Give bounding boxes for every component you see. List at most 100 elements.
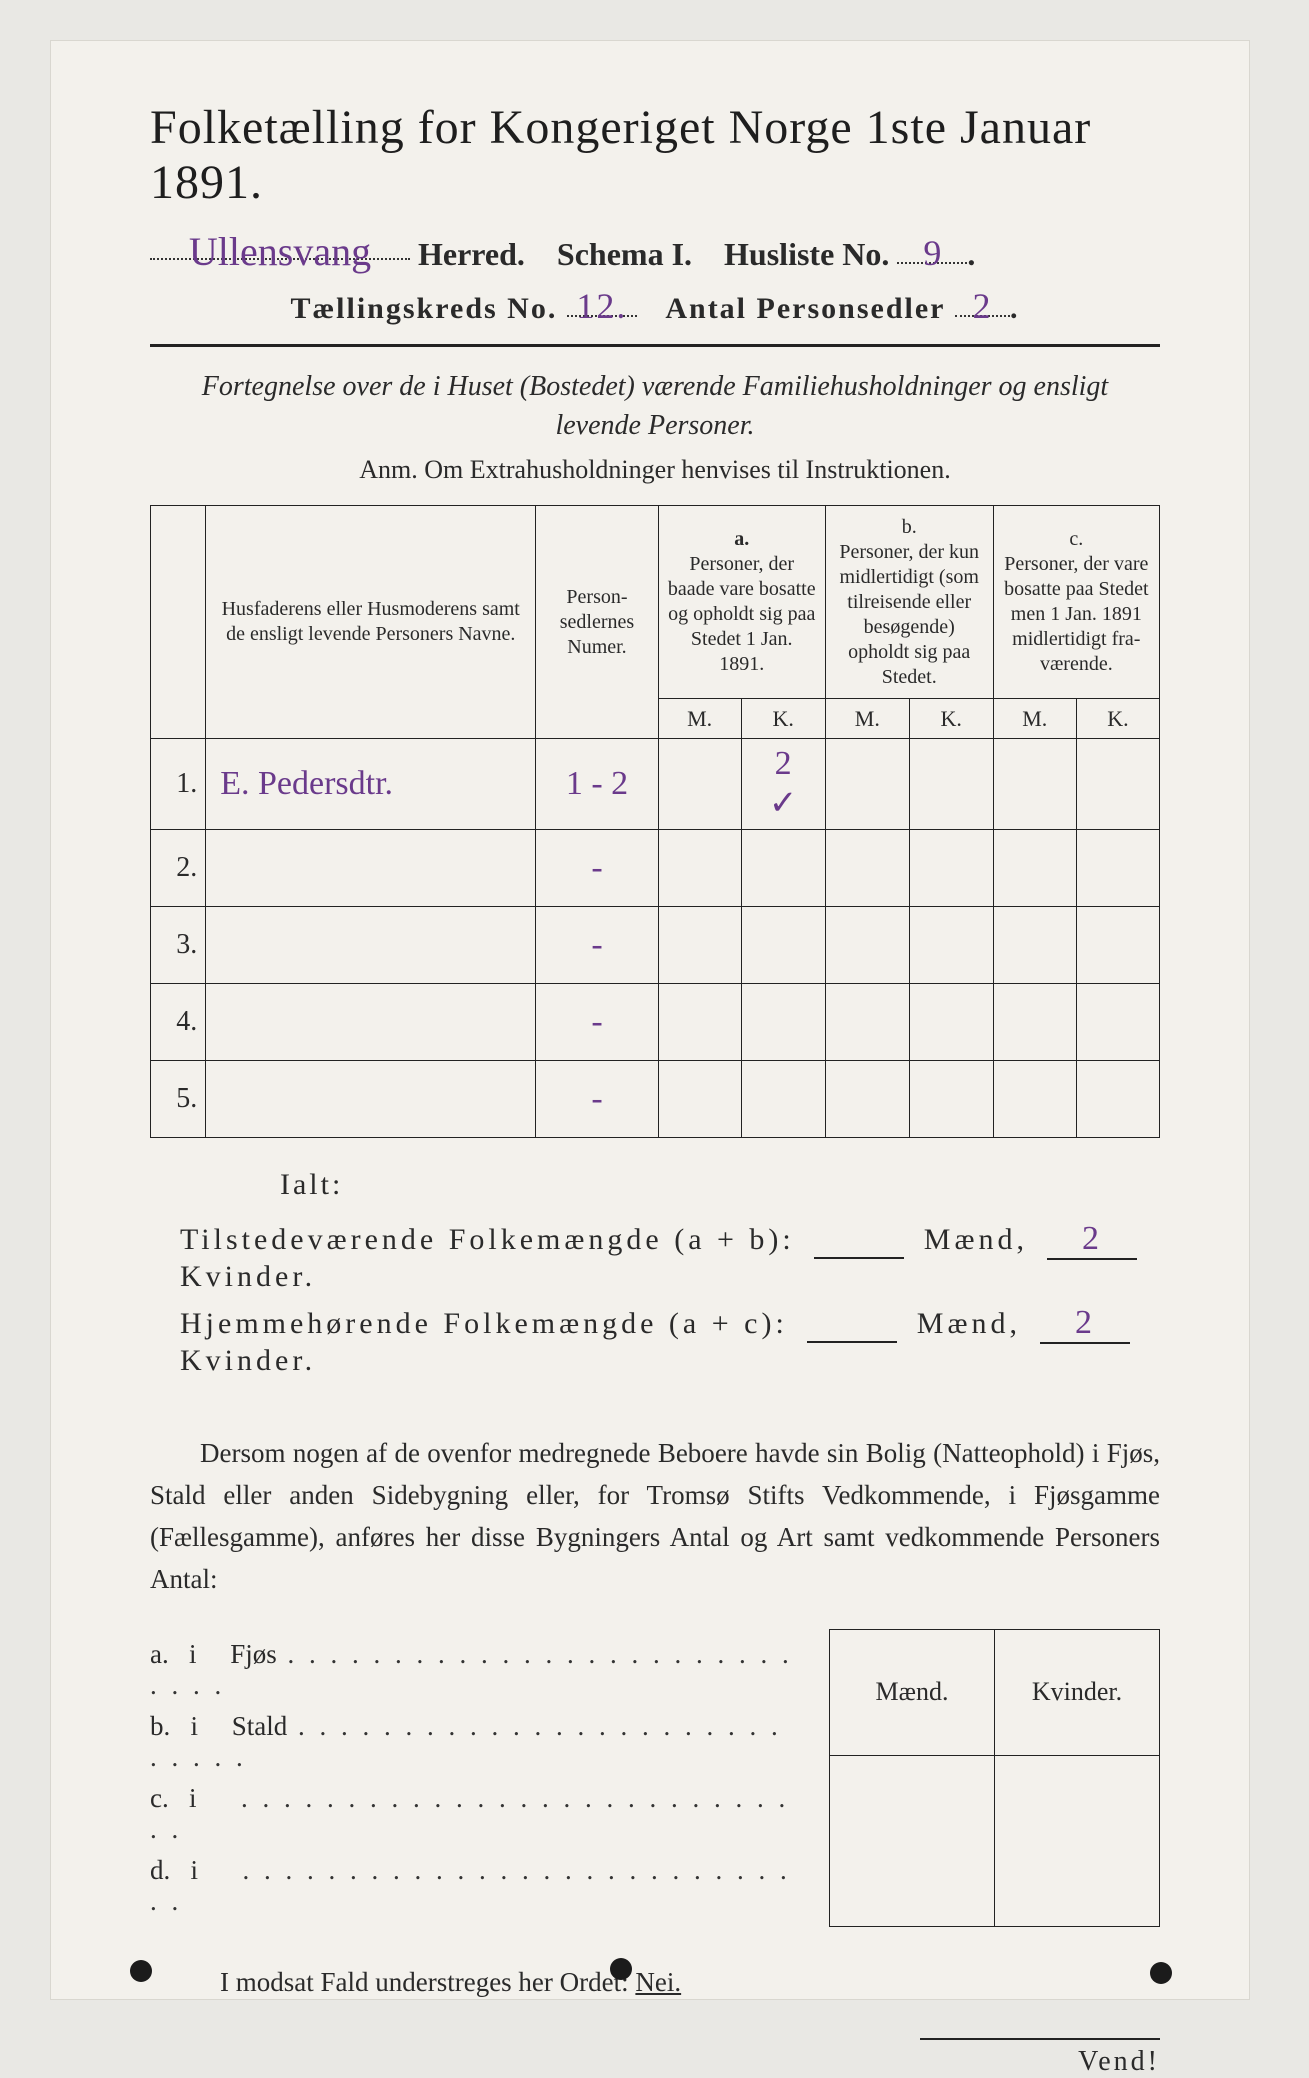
row-number: 3. [151,907,206,984]
schema-label: Schema I. [557,236,692,272]
herred-label: Herred. [418,236,525,272]
side-mk-table: Mænd. Kvinder. [829,1629,1160,1927]
num-cell: - [536,830,658,907]
table-row: 4.- [151,984,1160,1061]
side-building-paragraph: Dersom nogen af de ovenfor medregnede Be… [150,1433,1160,1600]
kvinder-label-2: Kvinder. [180,1344,316,1377]
col-name: Husfaderens eller Husmode­rens samt de e… [206,506,536,739]
herred-line: Ullensvang Herred. Schema I. Husliste No… [150,228,1160,273]
nei-word: Nei. [635,1967,681,1997]
cM-cell [993,907,1076,984]
col-c-letter: c. [1002,527,1151,552]
table-row: 2. - [151,830,1160,907]
row-number: 2. [151,830,206,907]
kreds-line: Tællingskreds No. 12. Antal Personsedler… [150,285,1160,326]
col-b-head: b. Personer, der kun midler­tidigt (som … [825,506,993,699]
bK-cell [909,984,993,1061]
num-cell: - [536,984,658,1061]
table-row: 3. - [151,907,1160,984]
cK-cell [1076,1061,1159,1138]
tilstedev-line: Tilstedeværende Folkemængde (a + b): Mæn… [180,1220,1160,1294]
side-kvinder-head: Kvinder. [995,1629,1160,1755]
cK-cell [1076,907,1159,984]
anm-note: Anm. Om Extrahusholdninger henvises til … [150,455,1160,485]
fortegn-line2: levende Personer. [555,410,754,441]
maend-label-2: Mænd, [917,1307,1021,1340]
name-cell [206,907,536,984]
side-kvinder-cell [995,1755,1160,1926]
aK-cell [741,1061,825,1138]
col-b-letter: b. [834,515,985,540]
row-number: 5. [151,1061,206,1138]
bK-cell [909,739,993,830]
num-cell: 1 - 2 [536,739,658,830]
bM-cell [825,830,909,907]
col-b-M: M. [825,699,909,739]
name-cell [206,830,536,907]
punch-hole-icon [1150,1962,1172,1984]
nei-text: I modsat Fald understreges her Ordet: [220,1967,635,1997]
name-cell: E. Pedersdtr. [206,739,536,830]
aM-cell [658,830,741,907]
col-a-M: M. [658,699,741,739]
herred-handwritten: Ullensvang [183,228,377,275]
aM-cell [658,984,741,1061]
bM-cell [825,984,909,1061]
census-form-sheet: Folketælling for Kongeriget Norge 1ste J… [50,40,1250,2000]
side-row: b. i Stald . . . . . . . . . . . . . . .… [150,1711,799,1773]
bM-cell [825,739,909,830]
col-a-K: K. [741,699,825,739]
hjemmeh-line: Hjemmehørende Folkemængde (a + c): Mænd,… [180,1304,1160,1378]
antal-hand: 2 [966,285,998,327]
col-c-M: M. [993,699,1076,739]
col-num: Person­sedler­nes Numer. [536,506,658,739]
nei-line: I modsat Fald understreges her Ordet: Ne… [150,1967,1160,1998]
bK-cell [909,907,993,984]
col-a-desc: Personer, der baade vare bo­satte og oph… [667,552,817,677]
divider [150,344,1160,347]
col-c-head: c. Personer, der vare bosatte paa Stedet… [993,506,1159,699]
side-row: c. i . . . . . . . . . . . . . . . . . .… [150,1783,799,1845]
punch-hole-icon [610,1958,632,1980]
cM-cell [993,1061,1076,1138]
col-c-desc: Personer, der vare bosatte paa Stedet me… [1002,552,1151,677]
num-cell: - [536,907,658,984]
num-cell: - [536,1061,658,1138]
punch-hole-icon [130,1960,152,1982]
bK-cell [909,830,993,907]
side-building-section: a. i Fjøs . . . . . . . . . . . . . . . … [150,1629,1160,1927]
ialt-label: Ialt: [280,1168,1160,1202]
cM-cell [993,984,1076,1061]
kvinder-label-1: Kvinder. [180,1260,316,1293]
hjem-label: Hjemmehørende Folkemængde (a + c): [180,1307,788,1340]
row-number: 1. [151,739,206,830]
fortegn-line1: Fortegnelse over de i Huset (Bostedet) v… [202,371,1108,402]
household-table: Husfaderens eller Husmode­rens samt de e… [150,505,1160,1138]
aM-cell [658,907,741,984]
kreds-no-hand: 12. [570,285,633,327]
cK-cell [1076,739,1159,830]
husliste-no-hand: 9 [917,232,947,274]
cK-cell [1076,984,1159,1061]
table-row: 1.E. Pedersdtr.1 - 2 2✓ [151,739,1160,830]
maend-label-1: Mænd, [924,1223,1028,1256]
kreds-label: Tællingskreds No. [291,292,558,325]
bM-cell [825,1061,909,1138]
aM-cell [658,1061,741,1138]
side-row: a. i Fjøs . . . . . . . . . . . . . . . … [150,1639,799,1701]
col-a-letter: a. [667,527,817,552]
tilst-label: Tilstedeværende Folkemængde (a + b): [180,1223,795,1256]
cK-cell [1076,830,1159,907]
side-row: d. i . . . . . . . . . . . . . . . . . .… [150,1855,799,1917]
aK-cell: 2✓ [741,739,825,830]
name-cell [206,984,536,1061]
page-title: Folketælling for Kongeriget Norge 1ste J… [150,100,1160,210]
bK-cell [909,1061,993,1138]
husliste-label: Husliste No. [724,236,889,272]
vend-label: Vend! [920,2038,1160,2078]
aK-cell [741,907,825,984]
aK-cell [741,830,825,907]
col-c-K: K. [1076,699,1159,739]
name-cell [206,1061,536,1138]
bM-cell [825,907,909,984]
